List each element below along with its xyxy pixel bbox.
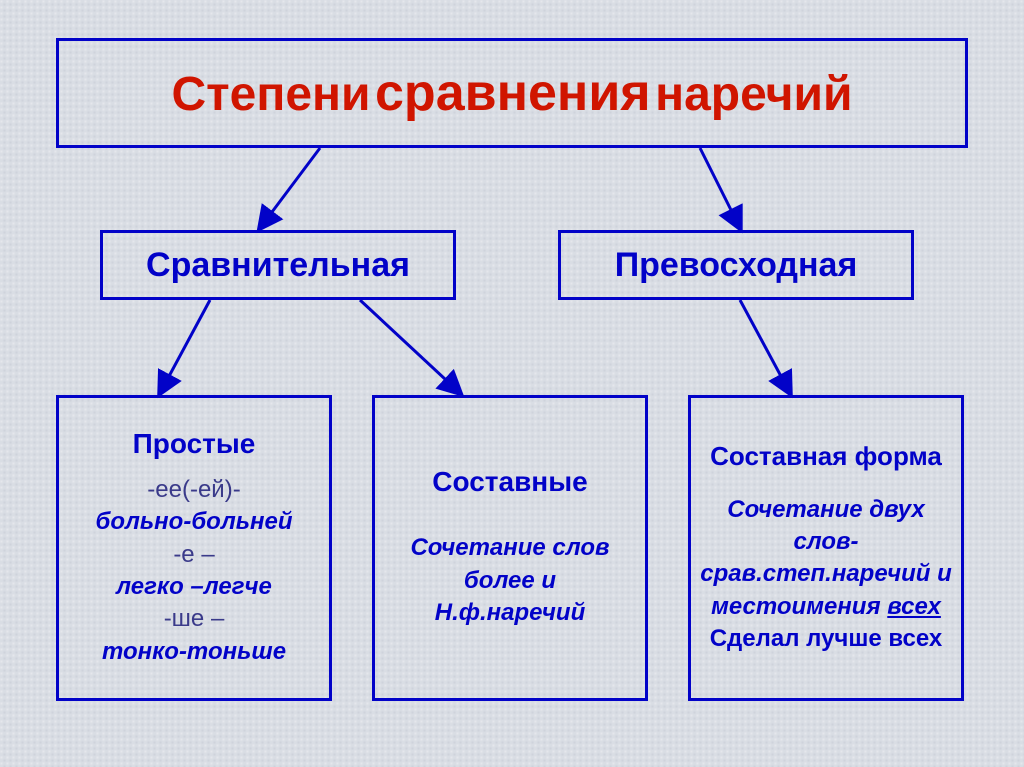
level2-comparative-label: Сравнительная [111, 246, 445, 285]
body-line: -е – [67, 539, 321, 571]
body-line: -ше – [67, 603, 321, 635]
level3-compound-box: Составные Сочетание словболее иН.ф.нареч… [372, 395, 648, 701]
title-word-3: наречий [655, 68, 852, 121]
body-line: срав.степ.наречий и [699, 558, 953, 590]
body-line: Н.ф.наречий [383, 597, 637, 629]
title-word-1: Степени [172, 68, 371, 121]
body-line: более и [383, 565, 637, 597]
title-word-2: сравнения [375, 64, 651, 122]
body-line: больно-больней [67, 506, 321, 538]
level3-compoundform-heading: Составная форма [699, 441, 953, 472]
level2-superlative-label: Превосходная [569, 246, 903, 285]
level3-compoundform-box: Составная форма Сочетание двух слов-срав… [688, 395, 964, 701]
level3-simple-heading: Простые [67, 428, 321, 460]
body-line: -ее(-ей)- [67, 474, 321, 506]
level3-compound-heading: Составные [383, 466, 637, 498]
level3-simple-box: Простые -ее(-ей)-больно-больней-е –легко… [56, 395, 332, 701]
level2-superlative-box: Превосходная [558, 230, 914, 300]
body-line: тонко-тоньше [67, 636, 321, 668]
level3-compound-body: Сочетание словболее иН.ф.наречий [383, 532, 637, 629]
level3-compoundform-body: Сочетание двух слов-срав.степ.наречий им… [699, 494, 953, 656]
body-line: Сочетание двух слов- [699, 494, 953, 559]
body-line: местоимения всех [699, 591, 953, 623]
body-line: Сделал лучше всех [699, 623, 953, 655]
level2-comparative-box: Сравнительная [100, 230, 456, 300]
level3-simple-body: -ее(-ей)-больно-больней-е –легко –легче-… [67, 474, 321, 668]
title-text: Степени сравнения наречий [67, 63, 957, 123]
body-line: Сочетание слов [383, 532, 637, 564]
title-box: Степени сравнения наречий [56, 38, 968, 148]
body-line: легко –легче [67, 571, 321, 603]
